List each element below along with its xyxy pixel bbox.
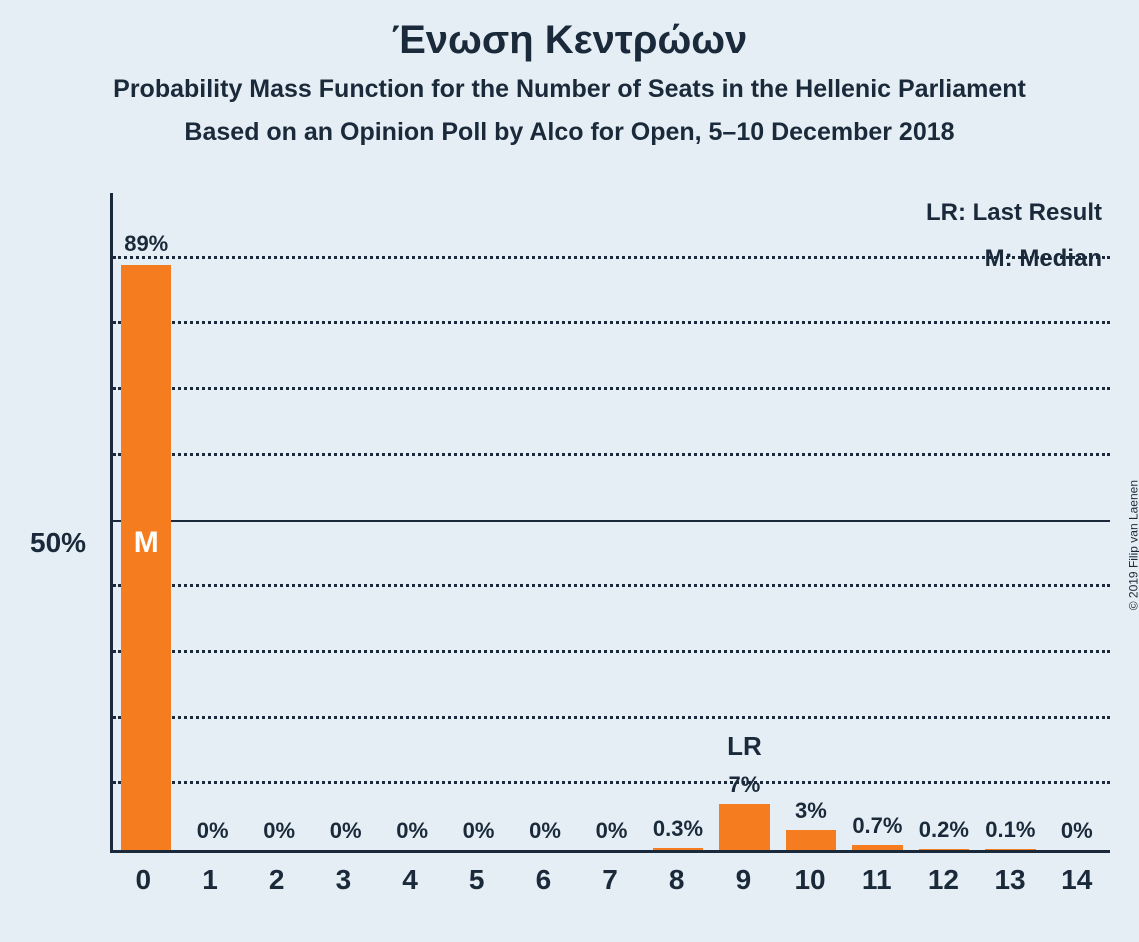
lr-marker: LR (727, 731, 762, 762)
bar-slot: 0.1% (977, 193, 1043, 850)
bar (919, 849, 970, 850)
x-tick-label: 8 (643, 858, 710, 898)
x-tick-label: 3 (310, 858, 377, 898)
bar (786, 830, 837, 850)
bar (985, 849, 1036, 850)
bar (653, 848, 704, 850)
bars: 89% M 0% 0% 0% 0% 0% 0% 0% 0.3% LR 7% 3% 0.7% 0.2% 0.1%… (113, 193, 1110, 850)
bar-value-label: 7% (729, 772, 761, 798)
copyright-text: © 2019 Filip van Laenen (1126, 480, 1139, 610)
plot-area: LR: Last Result M: Median 89% M 0% 0% 0% 0% 0%… (110, 193, 1110, 853)
bar-slot: 89% M (113, 193, 179, 850)
bar-slot: LR 7% (711, 193, 777, 850)
bar-value-label: 0% (197, 818, 229, 844)
bar-value-label: 0% (529, 818, 561, 844)
bar-slot: 0.7% (844, 193, 910, 850)
x-axis: 01234567891011121314 (110, 858, 1110, 898)
bar-slot: 0% (1044, 193, 1110, 850)
bar-value-label: 0% (330, 818, 362, 844)
x-tick-label: 9 (710, 858, 777, 898)
chart-title: Ένωση Κεντρώων (0, 18, 1139, 63)
x-tick-label: 13 (977, 858, 1044, 898)
bar-value-label: 0.2% (919, 817, 969, 843)
bar-slot: 0% (512, 193, 578, 850)
x-tick-label: 10 (777, 858, 844, 898)
bar-slot: 3% (778, 193, 844, 850)
x-tick-label: 2 (243, 858, 310, 898)
median-marker: M (134, 526, 159, 560)
bar-value-label: 0% (396, 818, 428, 844)
x-tick-label: 7 (577, 858, 644, 898)
x-tick-label: 11 (843, 858, 910, 898)
bar-slot: 0% (312, 193, 378, 850)
x-tick-label: 1 (177, 858, 244, 898)
legend-m: M: Median (926, 245, 1102, 273)
bar-slot: 0% (179, 193, 245, 850)
bar-slot: 0% (445, 193, 511, 850)
chart-subtitle-1: Probability Mass Function for the Number… (0, 75, 1139, 104)
chart-subtitle-2: Based on an Opinion Poll by Alco for Ope… (0, 118, 1139, 147)
bar-value-label: 0.1% (985, 817, 1035, 843)
bar-slot: 0.3% (645, 193, 711, 850)
bar-slot: 0% (379, 193, 445, 850)
bar-value-label: 0% (463, 818, 495, 844)
bar-value-label: 0.7% (852, 813, 902, 839)
bar-value-label: 3% (795, 798, 827, 824)
bar-slot: 0.2% (911, 193, 977, 850)
bar (719, 804, 770, 850)
legend-lr: LR: Last Result (926, 199, 1102, 227)
bar-value-label: 0% (596, 818, 628, 844)
x-tick-label: 12 (910, 858, 977, 898)
bar-value-label: 0% (1061, 818, 1093, 844)
bar-value-label: 89% (124, 231, 168, 257)
legend: LR: Last Result M: Median (926, 199, 1102, 291)
x-tick-label: 14 (1043, 858, 1110, 898)
bar (852, 845, 903, 850)
chart-container: 50% LR: Last Result M: Median 89% M 0% 0% 0%… (30, 193, 1115, 893)
x-tick-label: 0 (110, 858, 177, 898)
x-tick-label: 4 (377, 858, 444, 898)
bar-value-label: 0.3% (653, 816, 703, 842)
bar-value-label: 0% (263, 818, 295, 844)
bar-slot: 0% (246, 193, 312, 850)
y-axis-label: 50% (30, 527, 86, 559)
bar-slot: 0% (578, 193, 644, 850)
x-tick-label: 5 (443, 858, 510, 898)
x-tick-label: 6 (510, 858, 577, 898)
